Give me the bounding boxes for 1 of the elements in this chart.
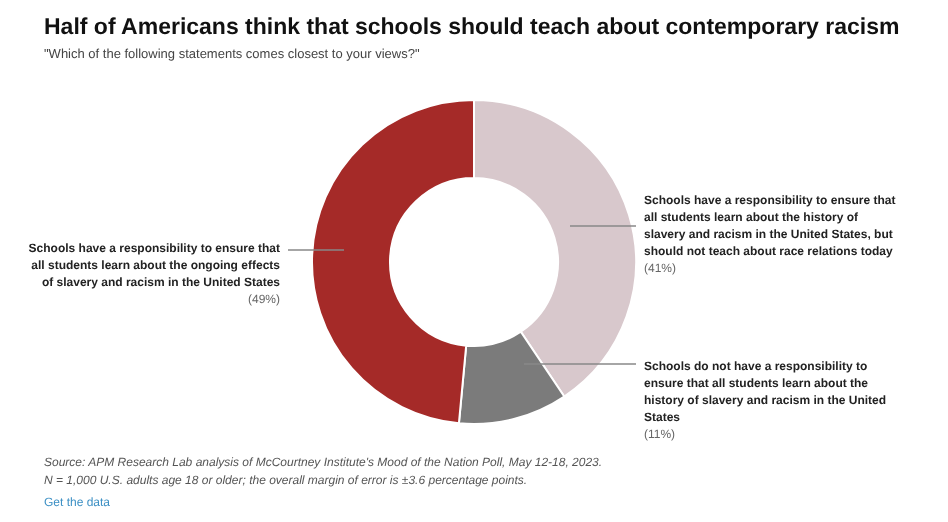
chart-title: Half of Americans think that schools should teach about contemporary racism [44,16,900,40]
